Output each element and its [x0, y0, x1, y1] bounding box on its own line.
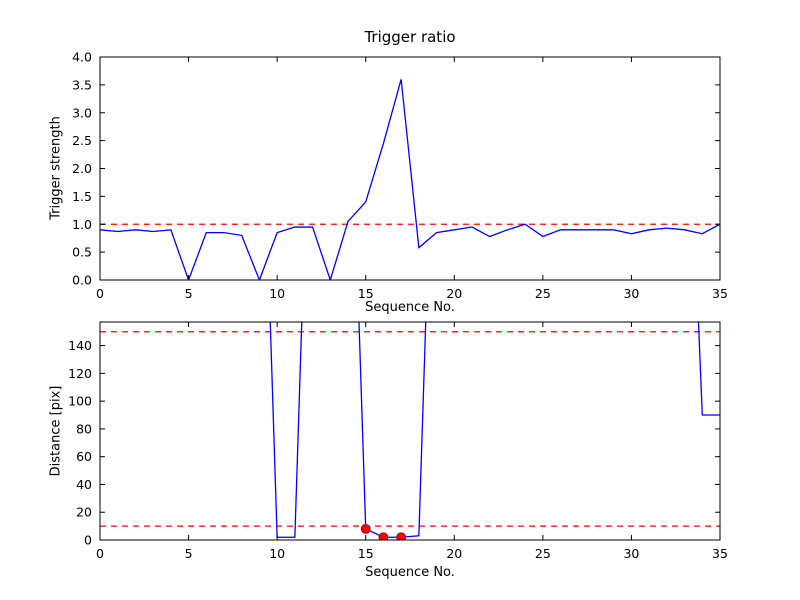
marker-dot — [360, 523, 371, 534]
axes-frame — [99, 321, 721, 541]
y-tick-label: 20 — [76, 505, 92, 520]
top-x-axis-label: Sequence No. — [365, 300, 455, 315]
x-tick-label: 5 — [185, 286, 193, 301]
y-tick-label: 0 — [84, 533, 92, 548]
x-tick-label: 20 — [446, 546, 462, 561]
x-tick-label: 35 — [712, 286, 728, 301]
x-tick-label: 10 — [269, 546, 285, 561]
x-tick-label: 25 — [535, 546, 551, 561]
y-tick-label: 3.5 — [72, 77, 92, 92]
bottom-y-axis-label: Distance [pix] — [48, 385, 64, 477]
chart-title: Trigger ratio — [364, 28, 456, 46]
y-tick-label: 40 — [76, 477, 92, 492]
y-tick-label: 3.0 — [72, 105, 92, 120]
y-tick-label: 80 — [76, 421, 92, 436]
y-tick-label: 100 — [68, 394, 92, 409]
y-tick-label: 4.0 — [72, 50, 92, 65]
y-tick-label: 2.5 — [72, 133, 92, 148]
y-tick-label: 0.0 — [72, 273, 92, 288]
x-tick-label: 30 — [623, 546, 639, 561]
y-tick-label: 140 — [68, 338, 92, 353]
y-tick-label: 1.0 — [72, 217, 92, 232]
x-tick-label: 0 — [96, 286, 104, 301]
subplot-bottom: 0 5 10 15 20 25 30 35 0 20 40 60 80 100 120 140 — [68, 321, 728, 561]
x-tick-label: 20 — [446, 286, 462, 301]
x-tick-label: 10 — [269, 286, 285, 301]
x-tick-label: 15 — [358, 546, 374, 561]
series-line — [100, 79, 720, 280]
x-tick-label: 15 — [358, 286, 374, 301]
series-line — [269, 322, 720, 538]
y-tick-label: 120 — [68, 366, 92, 381]
marker-dot — [378, 532, 389, 540]
top-y-axis-label: Trigger strength — [48, 116, 64, 220]
subplot-top: 0 5 10 15 20 25 30 35 0.0 0.5 1.0 1.5 2.0 2.5 3.0 3.5 4.… — [72, 50, 728, 302]
x-tick-label: 25 — [535, 286, 551, 301]
bottom-x-axis-label: Sequence No. — [365, 565, 455, 580]
y-tick-label: 1.5 — [72, 189, 92, 204]
x-tick-label: 30 — [623, 286, 639, 301]
x-tick-label: 5 — [185, 546, 193, 561]
x-tick-label: 0 — [96, 546, 104, 561]
y-tick-label: 0.5 — [72, 245, 92, 260]
y-tick-label: 2.0 — [72, 161, 92, 176]
y-tick-label: 60 — [76, 449, 92, 464]
x-tick-label: 35 — [712, 546, 728, 561]
marker-dot — [396, 532, 407, 540]
